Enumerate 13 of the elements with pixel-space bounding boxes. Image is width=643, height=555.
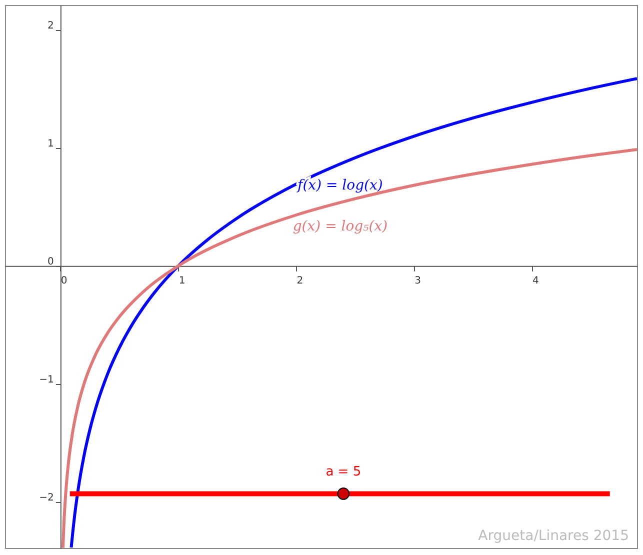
annotation: Argueta/Linares 2015 [478,528,629,544]
y-tick-label: 1 [48,138,54,150]
series-label: g(x) = log₅(x) [292,218,388,235]
y-tick-label: −1 [39,374,54,386]
x-tick-label: 1 [178,275,186,286]
x-tick-label: 3 [414,275,422,286]
x-tick-label: 0 [60,275,68,286]
y-tick-label: 2 [48,20,54,32]
y-tick-label: −2 [39,492,54,504]
x-tick-label: 4 [532,275,539,286]
y-tick-label: 0 [48,256,54,268]
annotation: a = 5 [326,464,362,480]
x-tick-label: 2 [296,275,304,286]
